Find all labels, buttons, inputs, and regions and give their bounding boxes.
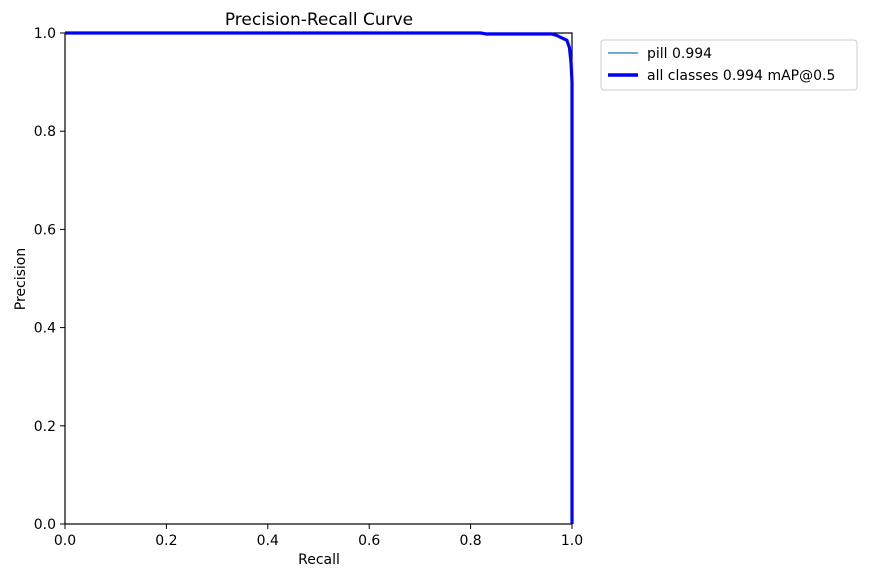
x-tick-label: 1.0 [561, 533, 583, 549]
x-tick-label: 0.4 [257, 533, 279, 549]
y-tick-label: 1.0 [34, 26, 56, 42]
x-tick-label: 0.8 [459, 533, 481, 549]
y-tick-label: 0.8 [34, 124, 56, 140]
y-tick-label: 0.4 [34, 321, 56, 337]
x-tick-label: 0.2 [155, 533, 177, 549]
x-axis-label: Recall [298, 552, 340, 568]
plot-frame [64, 32, 573, 525]
legend-box [600, 39, 858, 91]
y-axis-ticks: 0.0 0.2 0.4 0.6 0.8 1.0 [34, 26, 65, 533]
chart-title: Precision-Recall Curve [225, 10, 413, 30]
y-axis-label: Precision [13, 248, 29, 310]
y-tick-label: 0.2 [34, 419, 56, 435]
x-tick-label: 0.0 [54, 533, 76, 549]
x-tick-label: 0.6 [358, 533, 380, 549]
plot-area [64, 31, 574, 525]
y-tick-label: 0.0 [34, 517, 56, 533]
legend-label-pill: pill 0.994 [647, 46, 712, 62]
legend-label-all-classes: all classes 0.994 mAP@0.5 [647, 68, 835, 84]
series-line-all-classes [65, 31, 574, 524]
x-axis-ticks: 0.0 0.2 0.4 0.6 0.8 1.0 [54, 524, 583, 549]
legend: pill 0.994 all classes 0.994 mAP@0.5 [600, 39, 858, 91]
y-tick-label: 0.6 [34, 222, 56, 238]
series-layer [65, 31, 574, 524]
